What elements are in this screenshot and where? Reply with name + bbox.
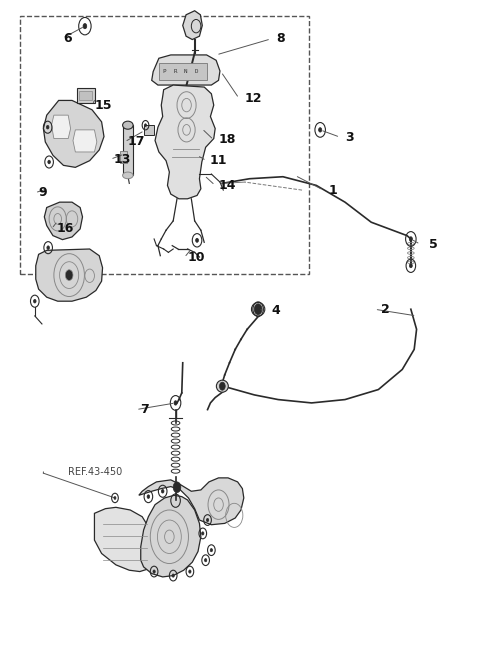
Circle shape <box>83 24 87 29</box>
Text: 3: 3 <box>345 131 354 144</box>
Text: 2: 2 <box>381 302 390 316</box>
Bar <box>144 125 154 135</box>
Text: 12: 12 <box>245 92 262 105</box>
Circle shape <box>206 518 209 521</box>
Circle shape <box>254 304 262 314</box>
Circle shape <box>202 532 204 535</box>
Polygon shape <box>51 115 71 138</box>
Text: REF.43-450: REF.43-450 <box>68 467 122 477</box>
Bar <box>21 16 309 274</box>
Text: 16: 16 <box>56 222 73 235</box>
Polygon shape <box>152 55 220 85</box>
Bar <box>159 63 206 80</box>
Circle shape <box>210 548 213 552</box>
Text: R: R <box>173 69 177 74</box>
Polygon shape <box>73 130 97 152</box>
Text: 17: 17 <box>128 136 145 149</box>
Bar <box>77 89 95 103</box>
Text: 11: 11 <box>210 154 228 167</box>
Text: 5: 5 <box>429 238 437 251</box>
Circle shape <box>196 239 199 243</box>
Text: 13: 13 <box>114 153 131 166</box>
Circle shape <box>173 482 181 493</box>
Ellipse shape <box>252 302 265 316</box>
Circle shape <box>204 558 207 562</box>
Text: 14: 14 <box>218 179 236 192</box>
Text: 15: 15 <box>95 99 112 112</box>
Text: D: D <box>194 69 198 74</box>
Text: 4: 4 <box>271 304 280 317</box>
Text: 18: 18 <box>218 134 236 146</box>
Text: P: P <box>163 69 167 74</box>
Circle shape <box>172 574 174 577</box>
Polygon shape <box>36 249 103 301</box>
Circle shape <box>144 124 146 126</box>
Text: 7: 7 <box>140 403 148 416</box>
Text: 6: 6 <box>63 32 72 45</box>
Circle shape <box>47 246 49 249</box>
Polygon shape <box>139 478 244 525</box>
Polygon shape <box>141 495 201 577</box>
Circle shape <box>174 401 177 405</box>
Circle shape <box>409 237 412 241</box>
Text: 9: 9 <box>38 186 47 200</box>
Text: 1: 1 <box>328 183 337 197</box>
Polygon shape <box>43 100 104 167</box>
Circle shape <box>189 570 191 573</box>
Circle shape <box>161 489 164 493</box>
Text: 10: 10 <box>188 251 205 264</box>
Polygon shape <box>155 85 215 199</box>
Polygon shape <box>183 11 202 40</box>
Polygon shape <box>95 507 154 572</box>
Ellipse shape <box>122 121 133 129</box>
Text: 8: 8 <box>276 32 285 46</box>
Circle shape <box>47 126 49 129</box>
Circle shape <box>48 160 50 164</box>
Circle shape <box>409 263 412 267</box>
Ellipse shape <box>122 172 133 179</box>
Circle shape <box>319 128 322 132</box>
Bar <box>79 91 92 100</box>
Circle shape <box>34 300 36 303</box>
Polygon shape <box>44 202 83 240</box>
Text: N: N <box>184 69 187 74</box>
Circle shape <box>114 497 116 499</box>
Bar <box>120 151 127 163</box>
Circle shape <box>147 495 150 499</box>
Circle shape <box>65 269 73 280</box>
Circle shape <box>256 307 260 311</box>
Circle shape <box>153 570 155 573</box>
Circle shape <box>219 382 225 390</box>
Ellipse shape <box>216 380 228 392</box>
Bar <box>123 125 132 175</box>
